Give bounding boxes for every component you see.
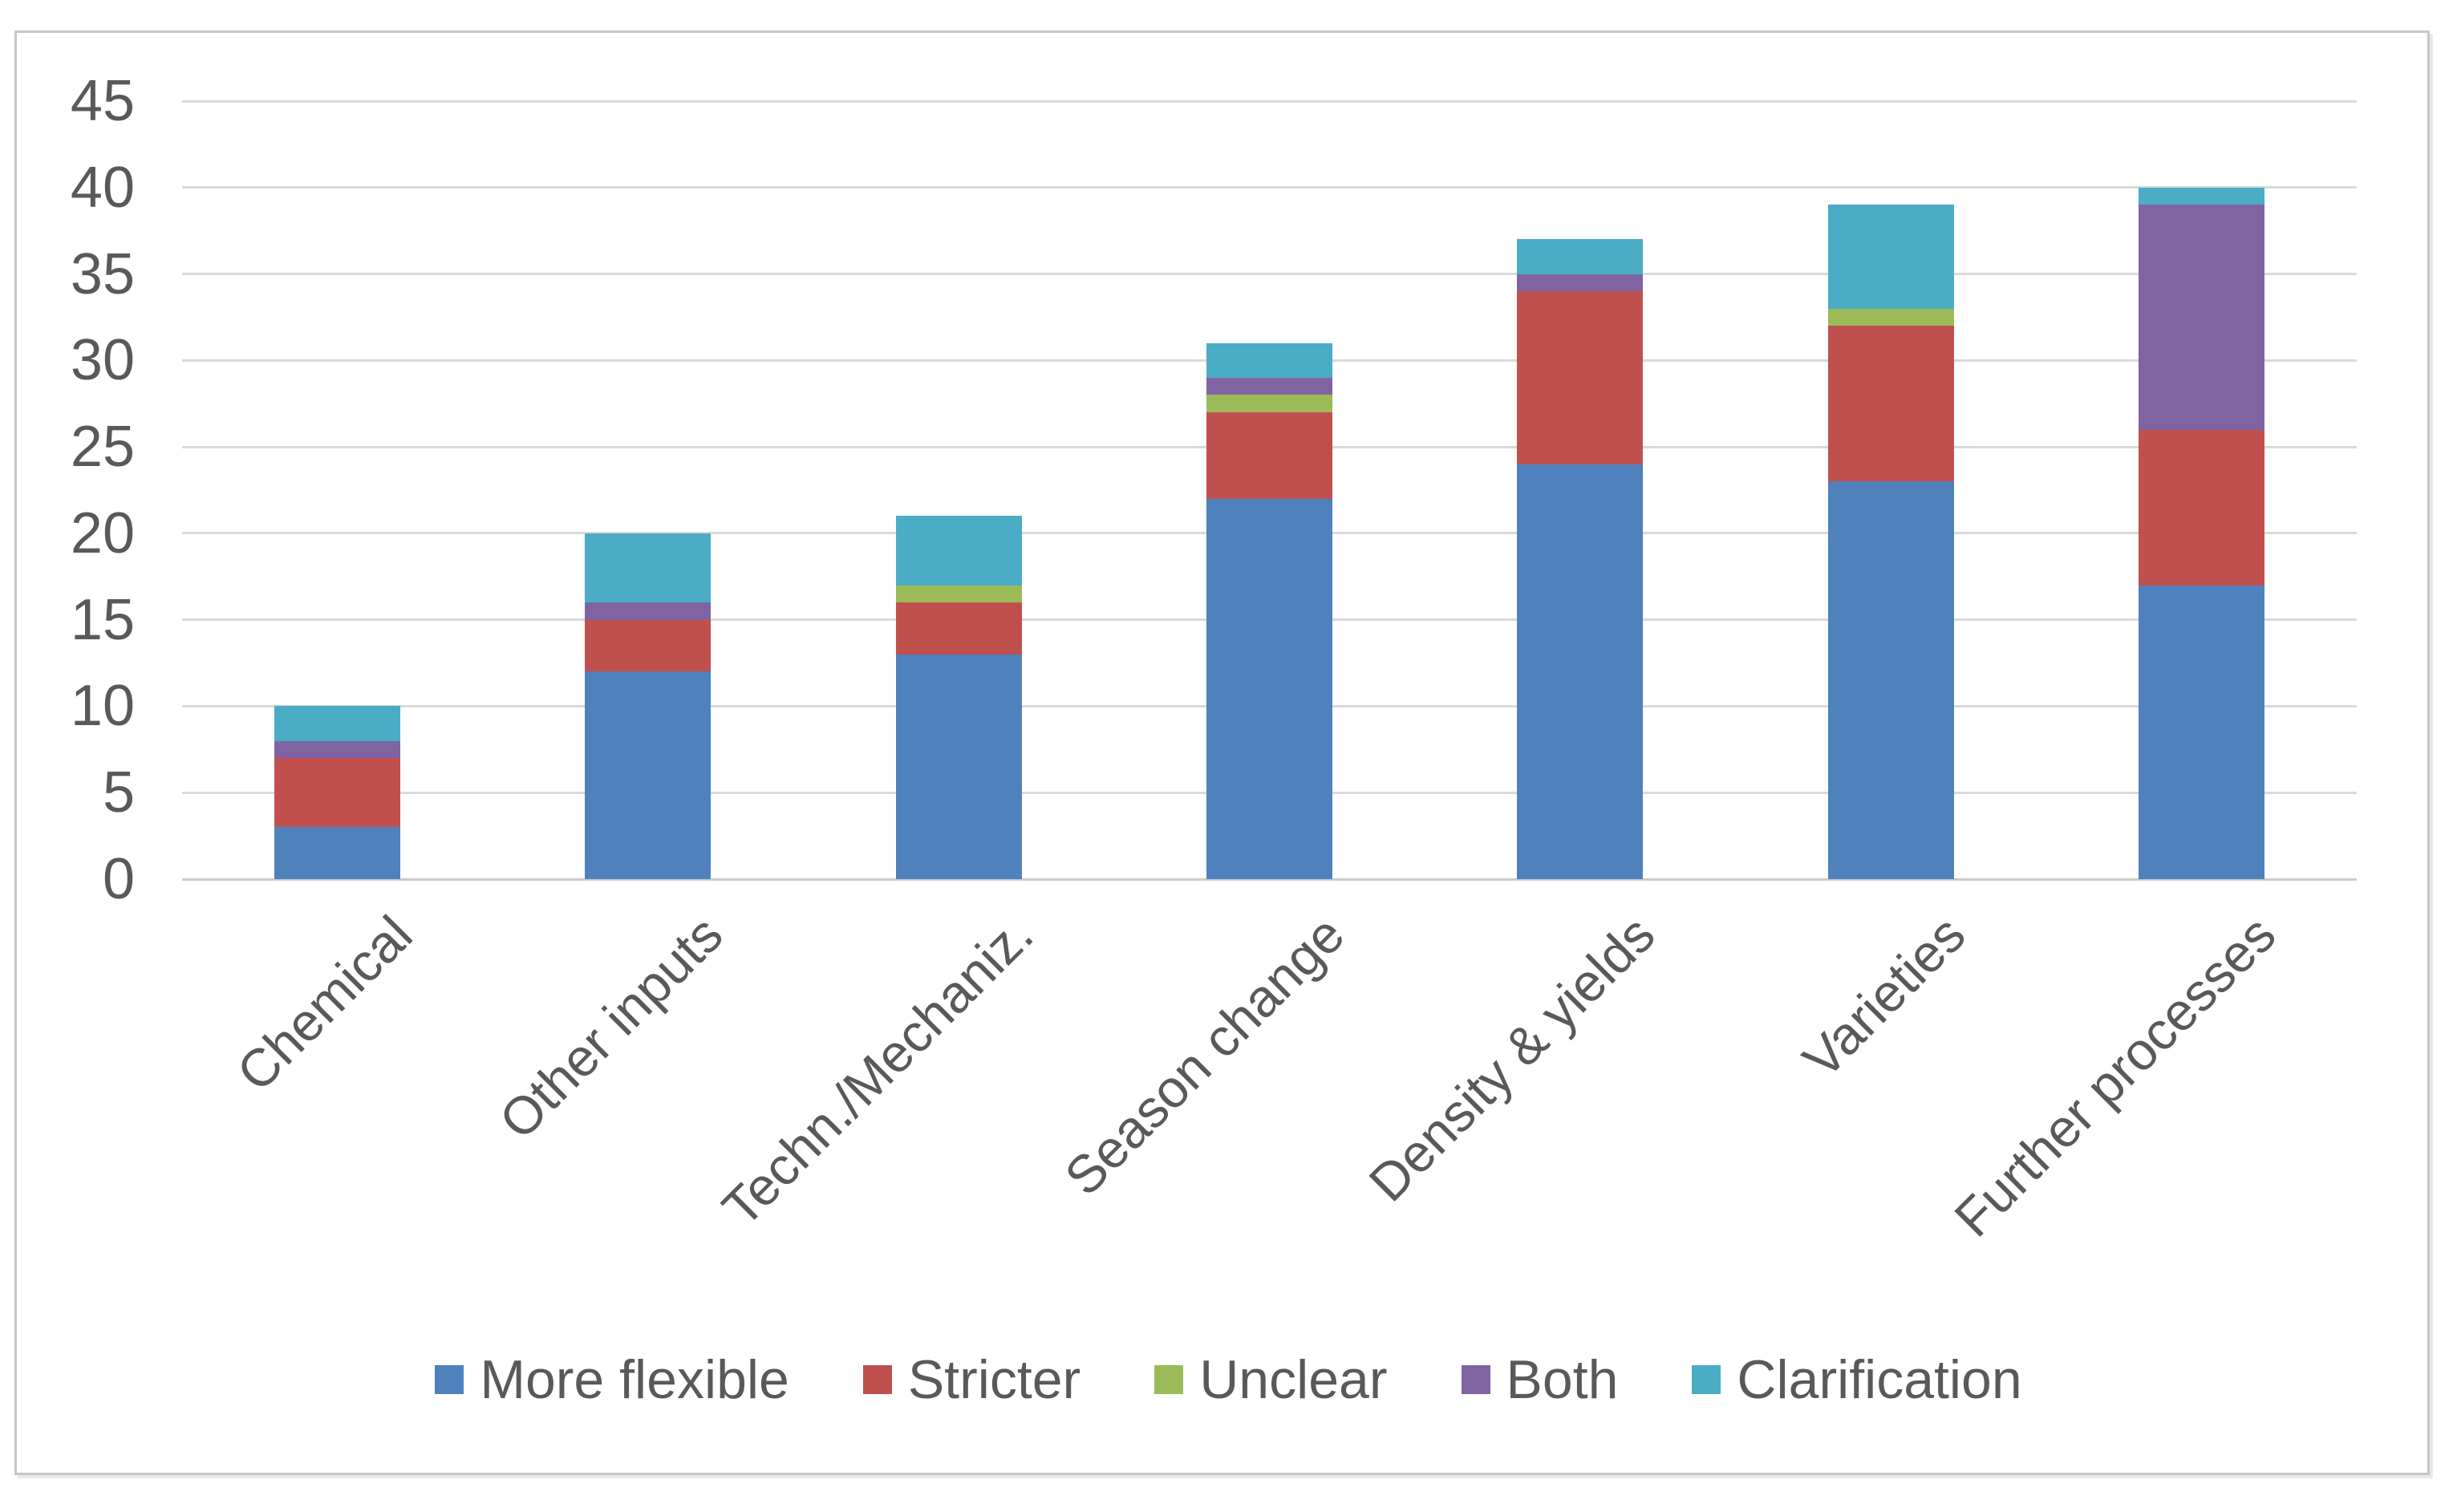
bar-segment-stricter xyxy=(1517,291,1644,464)
legend-swatch-unclear xyxy=(1154,1365,1184,1394)
y-axis-tick-label: 40 xyxy=(70,155,135,220)
y-axis-tick-label: 30 xyxy=(70,328,135,393)
bar-segment-clarification xyxy=(1827,205,1954,309)
y-gridline xyxy=(182,99,2357,103)
bar-segment-clarification xyxy=(274,706,401,741)
legend-item: Unclear xyxy=(1154,1348,1388,1411)
y-axis-tick-label: 35 xyxy=(70,241,135,306)
bar-segment-clarification xyxy=(1206,343,1332,378)
x-axis-baseline xyxy=(182,878,2357,881)
bar-segment-more-flexible xyxy=(2138,585,2264,879)
bar-segment-stricter xyxy=(585,619,712,672)
y-axis-tick-label: 20 xyxy=(70,501,135,565)
bar-segment-unclear xyxy=(1827,308,1954,326)
bar-segment-clarification xyxy=(585,533,712,603)
bar-segment-stricter xyxy=(1827,326,1954,482)
legend-label: More flexible xyxy=(480,1349,789,1410)
legend: More flexible Stricter Unclear Both Clarific… xyxy=(0,1346,2457,1413)
bar-segment-more-flexible xyxy=(1827,481,1954,879)
bar-segment-stricter xyxy=(895,602,1022,655)
y-gridline xyxy=(182,273,2357,276)
legend-label: Both xyxy=(1506,1349,1619,1410)
legend-swatch-stricter xyxy=(862,1365,892,1394)
bar-segment-stricter xyxy=(274,758,401,828)
bar-segment-more-flexible xyxy=(895,654,1022,879)
bar-segment-clarification xyxy=(1517,239,1644,274)
y-axis-tick-label: 25 xyxy=(70,415,135,480)
bar-segment-both xyxy=(2138,205,2264,430)
legend-item: Clarification xyxy=(1692,1348,2022,1411)
legend-label: Clarification xyxy=(1737,1349,2022,1410)
legend-label: Stricter xyxy=(907,1349,1081,1410)
bar-segment-both xyxy=(274,740,401,759)
bar-segment-clarification xyxy=(895,516,1022,586)
legend-swatch-more-flexible xyxy=(435,1365,464,1394)
y-axis-tick-label: 45 xyxy=(70,69,135,133)
y-axis-tick-label: 10 xyxy=(70,674,135,739)
bar-segment-stricter xyxy=(2138,429,2264,586)
bar-segment-unclear xyxy=(1206,395,1332,412)
bar-segment-more-flexible xyxy=(1206,498,1332,879)
y-gridline xyxy=(182,186,2357,189)
bar-segment-both xyxy=(1517,274,1644,292)
bar-segment-more-flexible xyxy=(585,671,712,879)
y-axis-tick-label: 15 xyxy=(70,587,135,652)
legend-item: More flexible xyxy=(435,1348,789,1411)
bar-segment-more-flexible xyxy=(274,827,401,879)
y-axis-tick-label: 5 xyxy=(102,760,135,825)
y-axis-tick-label: 0 xyxy=(102,847,135,911)
bar-segment-clarification xyxy=(2138,187,2264,205)
legend-swatch-both xyxy=(1461,1365,1490,1394)
legend-item: Stricter xyxy=(862,1348,1081,1411)
legend-item: Both xyxy=(1461,1348,1619,1411)
bar-segment-both xyxy=(585,602,712,620)
bar-segment-more-flexible xyxy=(1517,464,1644,879)
bar-segment-both xyxy=(1206,377,1332,395)
bar-segment-unclear xyxy=(895,585,1022,603)
bar-segment-stricter xyxy=(1206,412,1332,499)
legend-label: Unclear xyxy=(1199,1349,1388,1410)
legend-swatch-clarification xyxy=(1692,1365,1721,1394)
